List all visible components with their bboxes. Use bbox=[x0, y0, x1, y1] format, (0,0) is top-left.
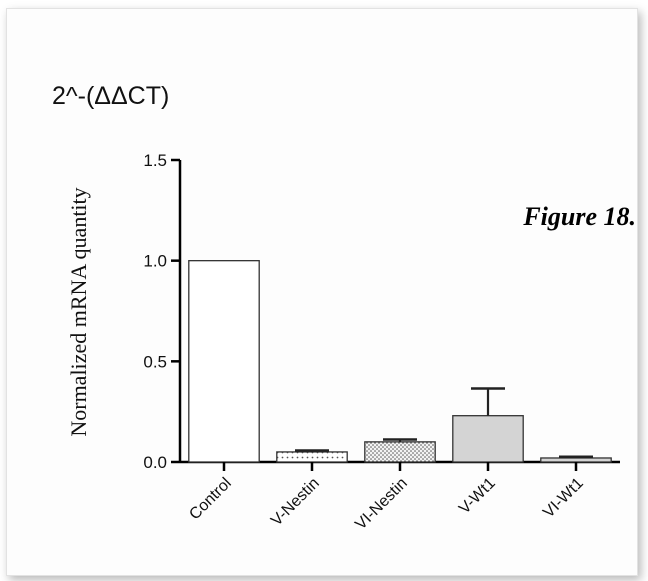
y-axis-label: Normalized mRNA quantity bbox=[66, 187, 91, 436]
bar-vi-wt1 bbox=[540, 457, 612, 463]
x-ticks-group: Control V-Nestin VI-Nestin V-Wt1 VI-Wt1 bbox=[186, 462, 587, 533]
y-tick-label: 0.5 bbox=[143, 352, 167, 371]
bar-v-wt1 bbox=[452, 415, 524, 463]
y-tick-label: 1.5 bbox=[143, 151, 167, 170]
figure-frame bbox=[6, 8, 638, 576]
x-tick-label-v-wt1: V-Wt1 bbox=[456, 475, 499, 518]
x-tick-label-vi-wt1: VI-Wt1 bbox=[540, 475, 587, 522]
figure-label: Figure 18. bbox=[522, 202, 636, 231]
x-tick-label-control: Control bbox=[186, 475, 234, 523]
x-tick-label-vi-nestin: VI-Nestin bbox=[352, 475, 411, 534]
bar-vi-nestin bbox=[364, 441, 436, 463]
y-axis: 0.0 0.5 1.0 1.5 bbox=[143, 151, 182, 472]
y-tick-label: 1.0 bbox=[143, 252, 167, 271]
bar-control bbox=[188, 260, 260, 463]
x-tick-label-v-nestin: V-Nestin bbox=[268, 475, 323, 530]
bar-v-nestin bbox=[276, 451, 348, 463]
bars-group bbox=[188, 260, 612, 463]
panel-title: 2^-(ΔΔCT) bbox=[52, 82, 169, 110]
y-tick-label: 0.0 bbox=[143, 453, 167, 472]
